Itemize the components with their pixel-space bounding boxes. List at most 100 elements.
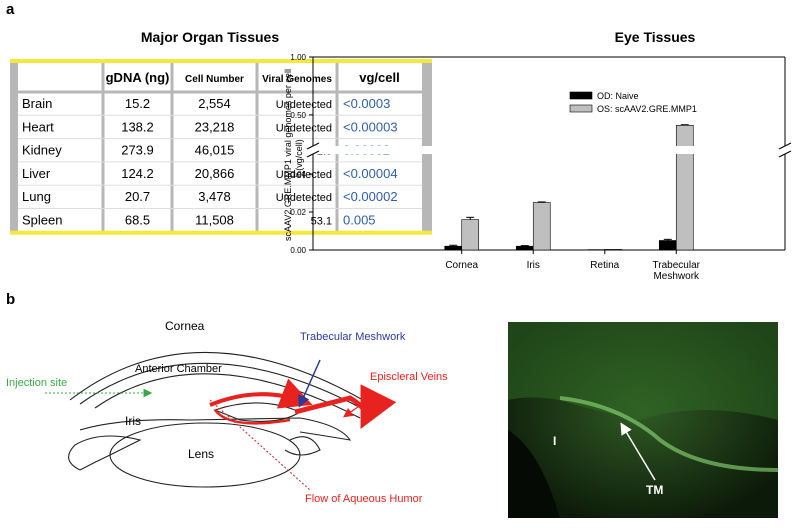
axis-break-gap bbox=[782, 146, 788, 154]
dark-region bbox=[508, 430, 560, 518]
table-cell: 23,218 bbox=[195, 119, 235, 134]
axis-break bbox=[778, 150, 792, 158]
legend-label: OD: Naive bbox=[597, 91, 639, 101]
panel-label: b bbox=[6, 291, 15, 308]
y-tick-label: 0.00 bbox=[290, 246, 306, 255]
table-cell: 2,554 bbox=[198, 96, 231, 111]
table-cell: Brain bbox=[22, 96, 52, 111]
panel-label: a bbox=[6, 1, 15, 18]
table-cell: 3,478 bbox=[198, 189, 231, 204]
label: Lens bbox=[188, 447, 214, 461]
axis-break bbox=[778, 142, 792, 150]
bar bbox=[675, 125, 694, 251]
bar bbox=[604, 249, 623, 251]
label: Flow of Aqueous Humor bbox=[305, 493, 423, 505]
table-cell: Undetected bbox=[276, 99, 332, 111]
micrograph: I TM bbox=[508, 322, 779, 518]
label: Cornea bbox=[165, 319, 205, 333]
table-cell: 53.1 bbox=[311, 216, 332, 228]
bar bbox=[461, 219, 480, 251]
ciliary-shape bbox=[284, 436, 321, 456]
legend-swatch bbox=[569, 104, 593, 113]
meshwork-band bbox=[559, 396, 779, 472]
column-header: Cell Number bbox=[185, 74, 244, 85]
bar bbox=[444, 245, 463, 251]
y-tick-label: 0.50 bbox=[290, 111, 306, 120]
cornea-outline bbox=[69, 351, 381, 411]
flow-arrow bbox=[214, 409, 291, 425]
table-cell: Heart bbox=[22, 119, 54, 134]
pointer-arrow bbox=[620, 422, 656, 481]
label: Iris bbox=[125, 414, 141, 428]
table-cell: Lung bbox=[22, 189, 51, 204]
table: Major Organ Tissues gDNA (ng) Cell Number… bbox=[10, 29, 432, 235]
label: Trabecular Meshwork bbox=[300, 331, 406, 343]
x-tick-label: Retina bbox=[590, 260, 619, 271]
diagram-labels: Cornea Anterior Chamber Trabecular Meshw… bbox=[6, 319, 448, 505]
column-header: vg/cell bbox=[359, 70, 399, 85]
table-cell: <0.00004 bbox=[343, 166, 398, 181]
axis-break-gap bbox=[310, 146, 316, 154]
leader-line bbox=[343, 394, 376, 418]
iris-shape bbox=[79, 417, 352, 441]
bar bbox=[515, 245, 534, 251]
table-cell: <0.00003 bbox=[343, 119, 398, 134]
table-cell: 138.2 bbox=[121, 119, 154, 134]
chart-title: Eye Tissues bbox=[615, 29, 696, 45]
y-axis-label: (vg/cell) bbox=[294, 139, 304, 171]
micrograph-label: I bbox=[553, 434, 556, 448]
table-cell: Liver bbox=[22, 166, 51, 181]
legend-swatch bbox=[569, 91, 593, 100]
axis-break-gap bbox=[314, 146, 784, 154]
table-cell: 20.7 bbox=[125, 189, 150, 204]
table-cell: Undetected bbox=[276, 122, 332, 134]
table-cell: 11,508 bbox=[195, 213, 234, 228]
table-cell: <0.00002 bbox=[343, 189, 398, 204]
column-header: gDNA (ng) bbox=[106, 70, 170, 85]
side-bar bbox=[10, 62, 18, 232]
bar bbox=[658, 240, 677, 251]
leader-line bbox=[298, 359, 321, 408]
bar bbox=[532, 202, 551, 251]
x-tick-label: Cornea bbox=[445, 260, 478, 271]
table-cell: 46,015 bbox=[195, 143, 235, 158]
table-cell: Undetected bbox=[276, 169, 332, 181]
axis-break bbox=[306, 150, 320, 158]
cornea-outline bbox=[94, 373, 361, 419]
table-cell: 20,866 bbox=[195, 166, 235, 181]
table-cell: Undetected bbox=[276, 192, 332, 204]
column-header: Viral Genomes bbox=[262, 74, 332, 85]
ciliary-shape bbox=[68, 435, 142, 471]
label: Episcleral Veins bbox=[370, 371, 448, 383]
y-tick-label: 0.04 bbox=[290, 170, 306, 179]
chart: Eye Tissues 0.00 0.02 0.04 0.50 1.00 Cornea Ir… bbox=[283, 29, 792, 282]
table-title: Major Organ Tissues bbox=[141, 29, 279, 45]
axis-break bbox=[306, 142, 320, 150]
table-cell: 68.5 bbox=[125, 213, 150, 228]
y-tick-label: 0.02 bbox=[290, 208, 306, 217]
y-axis-label: scAAV2.GRE.MMP1 viral genomes per cell bbox=[283, 69, 293, 241]
table-cell: 124.2 bbox=[121, 166, 154, 181]
eye-diagram bbox=[45, 351, 397, 491]
legend-label: OS: scAAV2.GRE.MMP1 bbox=[597, 104, 697, 114]
table-cell: <0.0003 bbox=[343, 96, 390, 111]
table-cell: Spleen bbox=[22, 213, 62, 228]
table-cell: 0.005 bbox=[343, 213, 376, 228]
tissue-layer bbox=[508, 322, 778, 420]
table-cell: 273.9 bbox=[121, 143, 154, 158]
x-tick-label: Trabecular Meshwork bbox=[653, 260, 701, 282]
header-bg bbox=[12, 62, 430, 92]
label: Injection site bbox=[6, 377, 67, 389]
cornea-outline bbox=[79, 362, 373, 415]
label: Anterior Chamber bbox=[135, 363, 222, 375]
table-cell: Kidney bbox=[22, 143, 62, 158]
y-tick-label: 1.00 bbox=[290, 53, 306, 62]
leader-line bbox=[209, 399, 311, 491]
micrograph-label: TM bbox=[646, 483, 663, 497]
x-tick-label: Iris bbox=[527, 260, 540, 271]
table-cell: 15.2 bbox=[125, 96, 150, 111]
flow-arrow bbox=[209, 378, 313, 409]
vein-arrow bbox=[294, 384, 397, 429]
